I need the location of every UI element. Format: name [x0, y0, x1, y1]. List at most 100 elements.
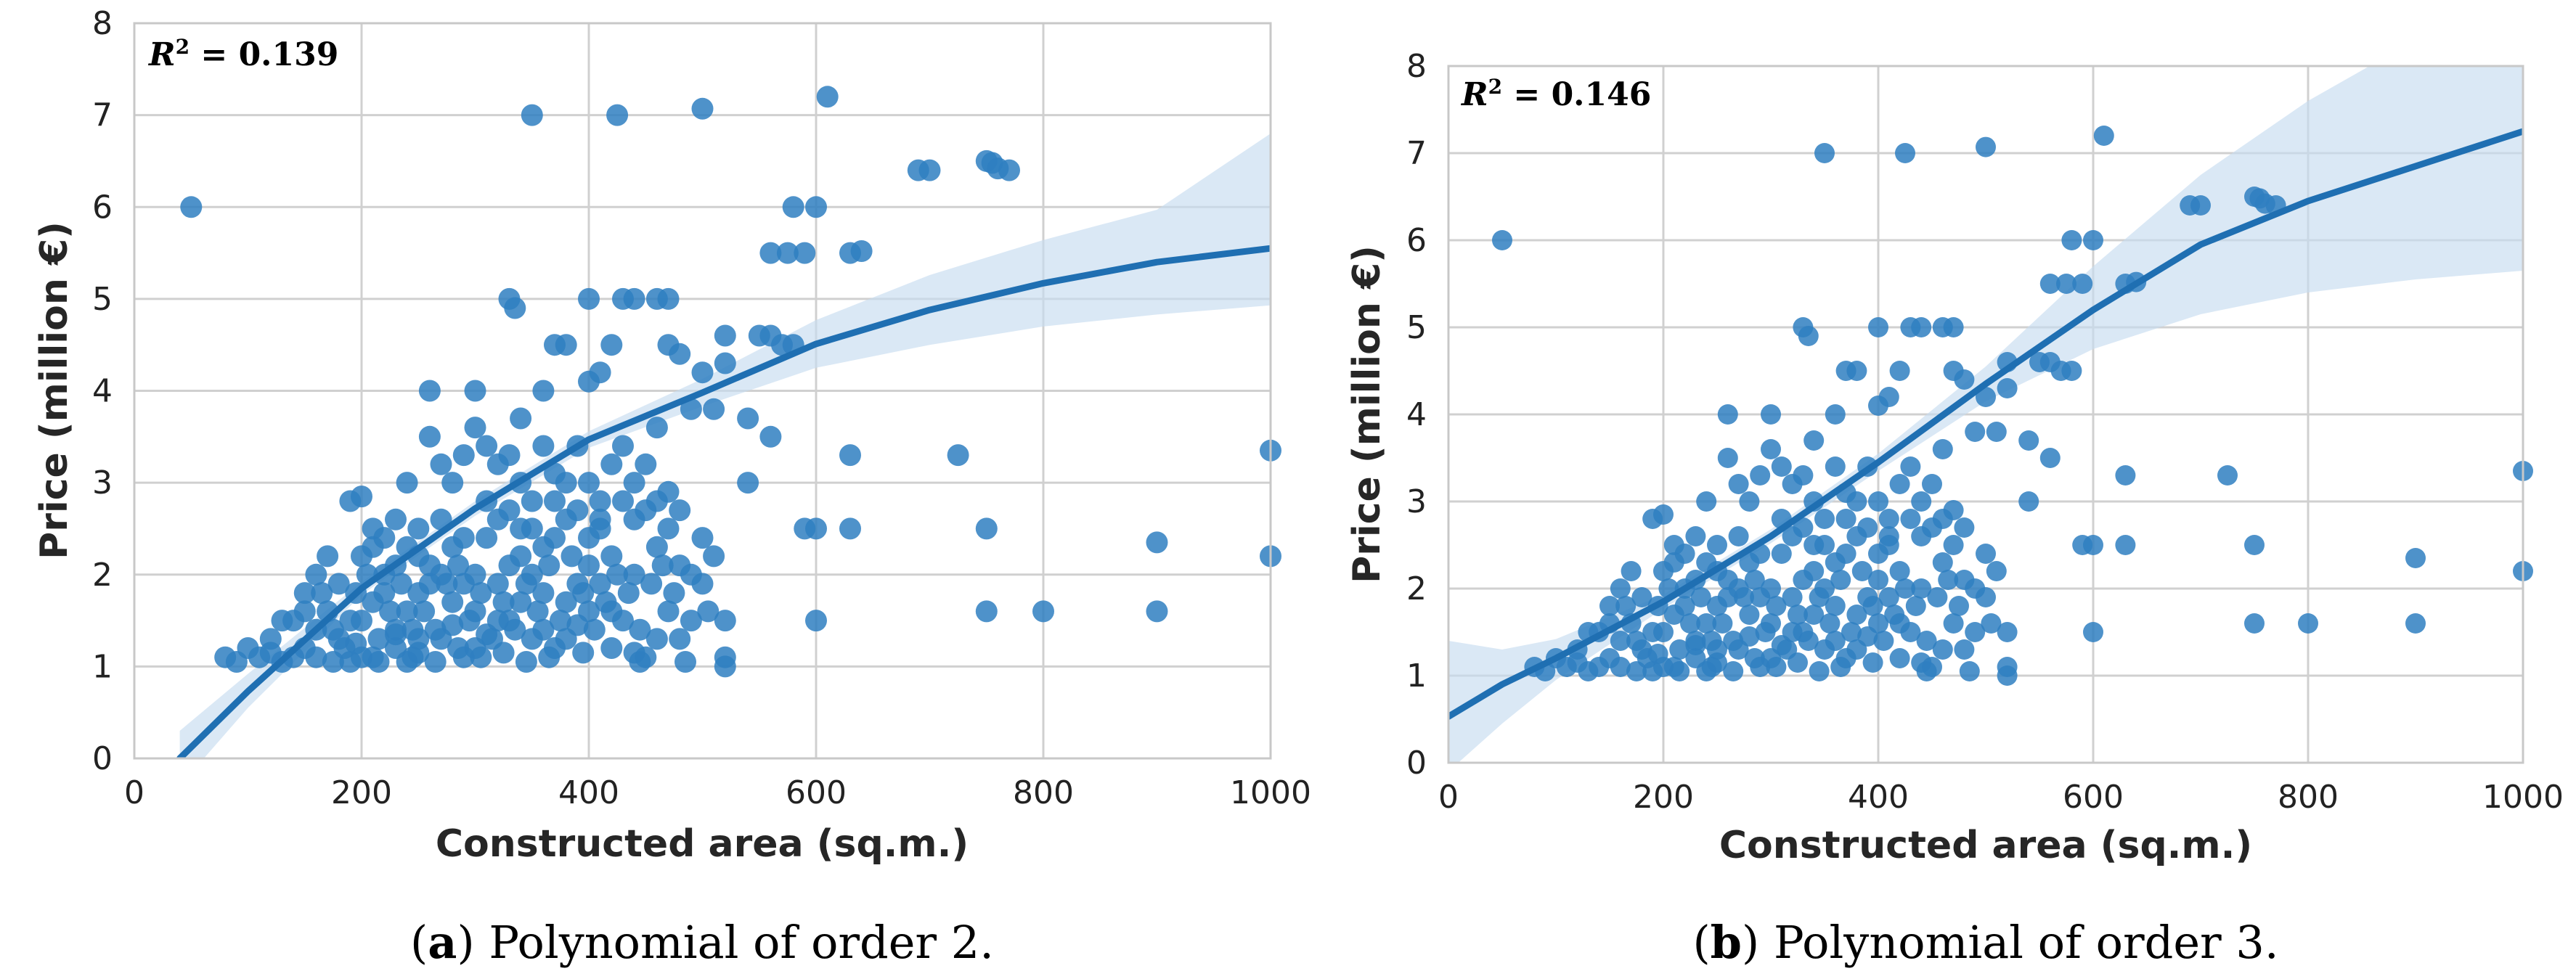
data-point	[1895, 578, 1915, 599]
data-point	[1851, 561, 1872, 581]
data-point	[504, 297, 526, 319]
data-point	[1814, 639, 1835, 660]
data-point	[1685, 635, 1706, 655]
x-tick-label: 600	[2063, 779, 2124, 816]
data-point	[1981, 613, 2002, 634]
data-point	[1965, 422, 1986, 442]
data-point	[850, 240, 873, 262]
data-point	[452, 573, 475, 595]
data-point	[1895, 143, 1915, 163]
data-point	[1976, 544, 1996, 564]
data-point	[1809, 587, 1830, 607]
data-point	[317, 545, 339, 568]
data-point	[1798, 326, 1819, 346]
data-point	[1911, 491, 1932, 512]
data-point	[1744, 648, 1765, 668]
data-point	[305, 563, 327, 586]
data-point	[2244, 535, 2265, 555]
data-point	[418, 425, 441, 448]
y-tick-label: 6	[1406, 222, 1427, 259]
data-point	[1761, 439, 1781, 459]
data-point	[1932, 552, 1953, 573]
data-point	[1819, 613, 1841, 634]
data-point	[1997, 378, 2018, 398]
data-point	[2018, 491, 2039, 512]
data-point	[293, 582, 316, 605]
data-point	[1835, 648, 1856, 668]
data-point	[674, 651, 696, 673]
data-point	[1712, 613, 1733, 634]
data-point	[1922, 517, 1942, 538]
data-point	[476, 623, 498, 646]
data-point	[947, 444, 969, 467]
data-point	[1954, 639, 1975, 660]
y-tick-label: 0	[1406, 745, 1427, 782]
r2-sup-a: 2	[176, 35, 189, 59]
data-point	[691, 97, 714, 120]
data-point	[486, 573, 509, 595]
data-point	[566, 614, 589, 636]
data-point	[1793, 570, 1814, 590]
data-point	[737, 472, 759, 494]
data-point	[1750, 465, 1771, 486]
data-point	[691, 527, 714, 549]
x-tick-label: 200	[1633, 779, 1694, 816]
x-tick-label: 0	[1438, 779, 1459, 816]
data-point	[714, 352, 736, 374]
data-point	[1621, 561, 1642, 581]
data-point	[1690, 587, 1711, 607]
data-point	[1610, 631, 1631, 651]
data-point	[1696, 613, 1717, 634]
data-point	[407, 582, 430, 605]
y-tick-label: 2	[92, 557, 113, 594]
y-tick-label: 8	[92, 5, 113, 42]
data-point	[680, 398, 702, 420]
r2-annotation-b: R2 = 0.146	[1460, 75, 1651, 114]
data-point	[470, 582, 492, 605]
caption-b: (b) Polynomial of order 3.	[1692, 916, 2278, 969]
data-point	[418, 380, 441, 402]
y-axis-label-a: Price (million €)	[33, 221, 76, 560]
data-point	[305, 646, 327, 668]
data-point	[2405, 613, 2426, 634]
data-point	[776, 242, 799, 264]
data-point	[327, 573, 350, 595]
data-point	[1788, 605, 1808, 625]
data-point	[1932, 439, 1953, 459]
data-point	[1723, 631, 1744, 651]
data-point	[1878, 509, 1899, 529]
data-point	[1911, 578, 1932, 599]
data-point	[390, 573, 412, 595]
y-tick-label: 1	[1406, 658, 1427, 695]
y-tick-label: 4	[1406, 396, 1427, 433]
data-point	[555, 591, 577, 613]
regression-line	[1448, 128, 2523, 720]
data-point	[1911, 317, 1932, 337]
data-point	[2056, 274, 2076, 294]
data-point	[561, 545, 583, 568]
data-point	[1647, 644, 1668, 664]
data-point	[1793, 622, 1814, 642]
data-point	[1626, 631, 1647, 651]
data-point	[1911, 652, 1932, 673]
data-point	[1701, 657, 1722, 677]
data-point	[521, 104, 543, 126]
data-point	[259, 642, 282, 664]
data-point	[452, 527, 475, 549]
data-point	[645, 628, 668, 650]
data-point	[975, 517, 998, 540]
data-point	[396, 472, 418, 494]
data-point	[640, 573, 663, 595]
data-point	[498, 499, 521, 522]
y-tick-label: 3	[92, 464, 113, 501]
data-point	[1841, 622, 1862, 642]
data-point	[1900, 509, 1921, 529]
data-point	[1680, 613, 1700, 634]
data-point	[1734, 587, 1754, 607]
data-point	[521, 517, 543, 540]
data-point	[1739, 626, 1760, 647]
data-point	[515, 573, 537, 595]
data-point	[1938, 570, 1959, 590]
